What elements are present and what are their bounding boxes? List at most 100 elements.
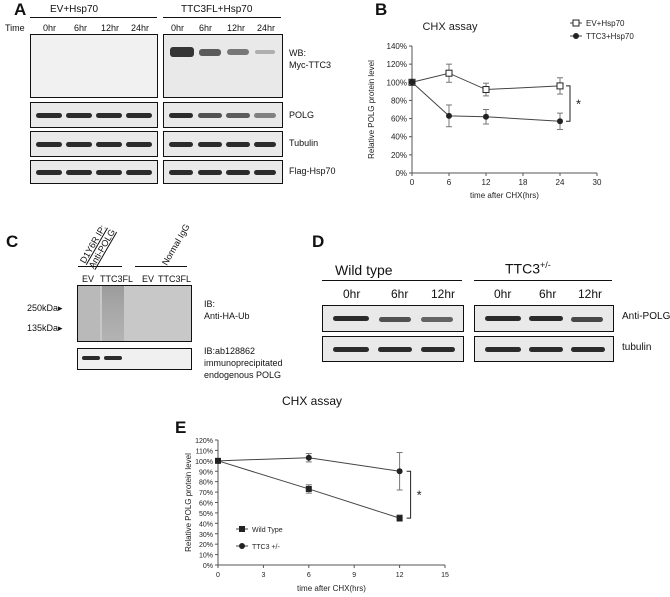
blot-myc-ttc3-ttc3fl <box>163 34 283 98</box>
band <box>96 170 122 175</box>
blot-tubulin-wt <box>322 336 464 362</box>
blot-myc-ttc3-ev <box>30 34 158 98</box>
band <box>226 170 250 175</box>
band <box>226 113 250 118</box>
row-label-myc-ttc3: WB: Myc-TTC3 <box>289 48 331 70</box>
y-tick-label: 120% <box>387 60 407 69</box>
band <box>199 49 221 56</box>
blot-tubulin-ttc3fl <box>163 131 283 157</box>
band <box>571 317 603 322</box>
lane-label: EV <box>82 274 95 284</box>
band <box>66 142 92 147</box>
band <box>96 142 122 147</box>
band <box>66 170 92 175</box>
significance-star: * <box>417 488 422 503</box>
group-label-ev-hsp70: EV+Hsp70 <box>50 4 99 15</box>
x-tick-label: 9 <box>352 572 356 579</box>
row-label-anti-polg: Anti-POLG <box>622 311 670 322</box>
blot-flag-hsp70-ev <box>30 160 158 184</box>
band <box>198 113 222 118</box>
blot-ha-ub <box>77 285 192 342</box>
band <box>170 47 194 57</box>
ib-label-ha-ub: IB: Anti-HA-Ub <box>204 299 250 321</box>
group-underline-right <box>163 17 281 18</box>
legend-label: TTC3+Hsp70 <box>586 32 634 41</box>
timepoint-label: 0hr <box>43 23 57 33</box>
y-tick-label: 40% <box>199 521 213 528</box>
chart-b: 0% 20% 40% 60% 80% 100% 120% 140% 0 6 12 18 24 30 time… <box>367 19 634 200</box>
y-tick-label: 20% <box>391 151 407 160</box>
y-tick-label: 40% <box>391 133 407 142</box>
timepoint-label: 12hr <box>431 287 456 301</box>
timepoint-label: 12hr <box>578 287 603 301</box>
time-label: Time <box>5 23 25 33</box>
col-label-ip-anti-polg: D1Y6R IP: Anti-POLG <box>78 223 118 270</box>
y-tick-label: 0% <box>203 563 213 570</box>
x-tick-label: 24 <box>556 178 565 187</box>
band <box>169 170 193 175</box>
data-point <box>396 515 403 522</box>
significance-star: * <box>576 97 581 112</box>
panel-letter-b: B <box>375 0 388 19</box>
data-point <box>483 113 489 120</box>
panel-letter-d: D <box>312 232 325 251</box>
x-tick-label: 12 <box>396 572 404 579</box>
band <box>571 347 605 352</box>
blot-anti-polg-ttc3 <box>474 305 614 332</box>
y-tick-label: 110% <box>196 448 213 455</box>
smear <box>102 286 124 341</box>
chart-title: CHX assay <box>422 21 478 33</box>
timepoint-label: 0hr <box>494 287 512 301</box>
data-point <box>239 526 245 532</box>
band <box>169 142 193 147</box>
panel-letter-e: E <box>175 418 187 437</box>
marker-135kda: 135kDa▸ <box>27 323 63 333</box>
y-tick-label: 80% <box>199 480 213 487</box>
panel-e-top-title: CHX assay <box>282 394 343 408</box>
y-tick-label: 120% <box>195 438 213 445</box>
band <box>96 113 122 118</box>
y-tick-label: 140% <box>387 42 407 51</box>
band <box>421 317 453 322</box>
chart-e: 0%10%20%30%40%50%60%70%80%90%100%110%120… <box>184 438 449 593</box>
y-tick-label: 70% <box>199 490 213 497</box>
blot-tubulin-ev <box>30 131 158 157</box>
group-underline-left <box>30 17 157 18</box>
band <box>104 356 122 360</box>
band <box>66 113 92 118</box>
y-axis-label: Relative POLG protein level <box>367 60 376 159</box>
band <box>254 142 276 147</box>
panel-letter-c: C <box>6 232 19 251</box>
legend-label: Wild Type <box>252 527 283 534</box>
row-label-polg: POLG <box>289 110 315 120</box>
group-label-ttc3fl-hsp70: TTC3FL+Hsp70 <box>181 4 253 15</box>
band <box>126 170 152 175</box>
group-label-ttc3-text: TTC3 <box>505 260 540 277</box>
timepoint-label: 0hr <box>343 287 361 301</box>
timepoint-label: 6hr <box>539 287 557 301</box>
x-tick-label: 15 <box>441 572 449 579</box>
band <box>485 347 521 352</box>
x-tick-label: 6 <box>447 178 452 187</box>
blot-endogenous-polg <box>77 348 192 370</box>
band <box>421 347 455 352</box>
data-point <box>445 69 453 77</box>
blot-anti-polg-wt <box>322 305 464 332</box>
y-tick-label: 30% <box>199 532 213 539</box>
row-label-flag-hsp70: Flag-Hsp70 <box>289 166 336 176</box>
data-point <box>556 82 564 90</box>
lane-label: TTC3FL <box>100 274 134 284</box>
y-tick-label: 10% <box>199 553 213 560</box>
data-point <box>409 79 415 86</box>
timepoint-label: 12hr <box>101 23 120 33</box>
y-tick-label: 20% <box>199 542 213 549</box>
band <box>529 347 563 352</box>
data-point <box>572 19 580 27</box>
data-point <box>239 543 245 549</box>
y-tick-label: 0% <box>395 169 407 178</box>
group-label-wild-type: Wild type <box>335 262 393 278</box>
y-tick-label: 50% <box>199 511 213 518</box>
lane-label: EV <box>142 274 155 284</box>
band <box>169 113 193 118</box>
data-point <box>482 86 490 94</box>
